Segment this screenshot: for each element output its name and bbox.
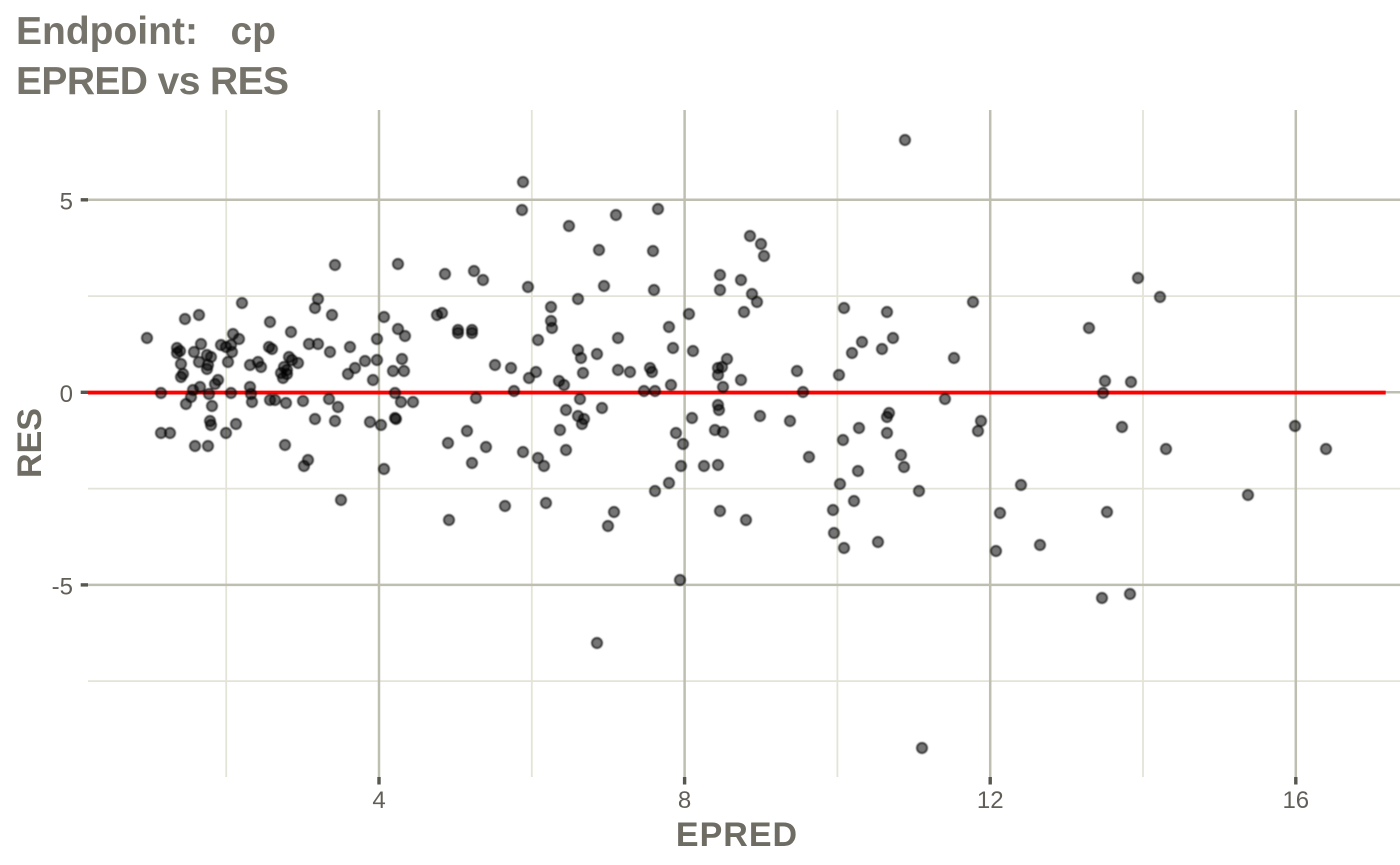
svg-text:5: 5 — [60, 188, 73, 215]
svg-text:EPRED: EPRED — [676, 816, 798, 854]
svg-text:4: 4 — [372, 787, 385, 814]
svg-text:Endpoint: cp: Endpoint: cp — [16, 10, 276, 53]
svg-text:8: 8 — [678, 787, 691, 814]
svg-text:16: 16 — [1282, 787, 1309, 814]
svg-text:-5: -5 — [52, 574, 73, 601]
svg-text:0: 0 — [60, 381, 73, 408]
svg-text:RES: RES — [11, 408, 49, 478]
svg-text:12: 12 — [977, 787, 1004, 814]
svg-text:EPRED vs RES: EPRED vs RES — [16, 60, 288, 103]
